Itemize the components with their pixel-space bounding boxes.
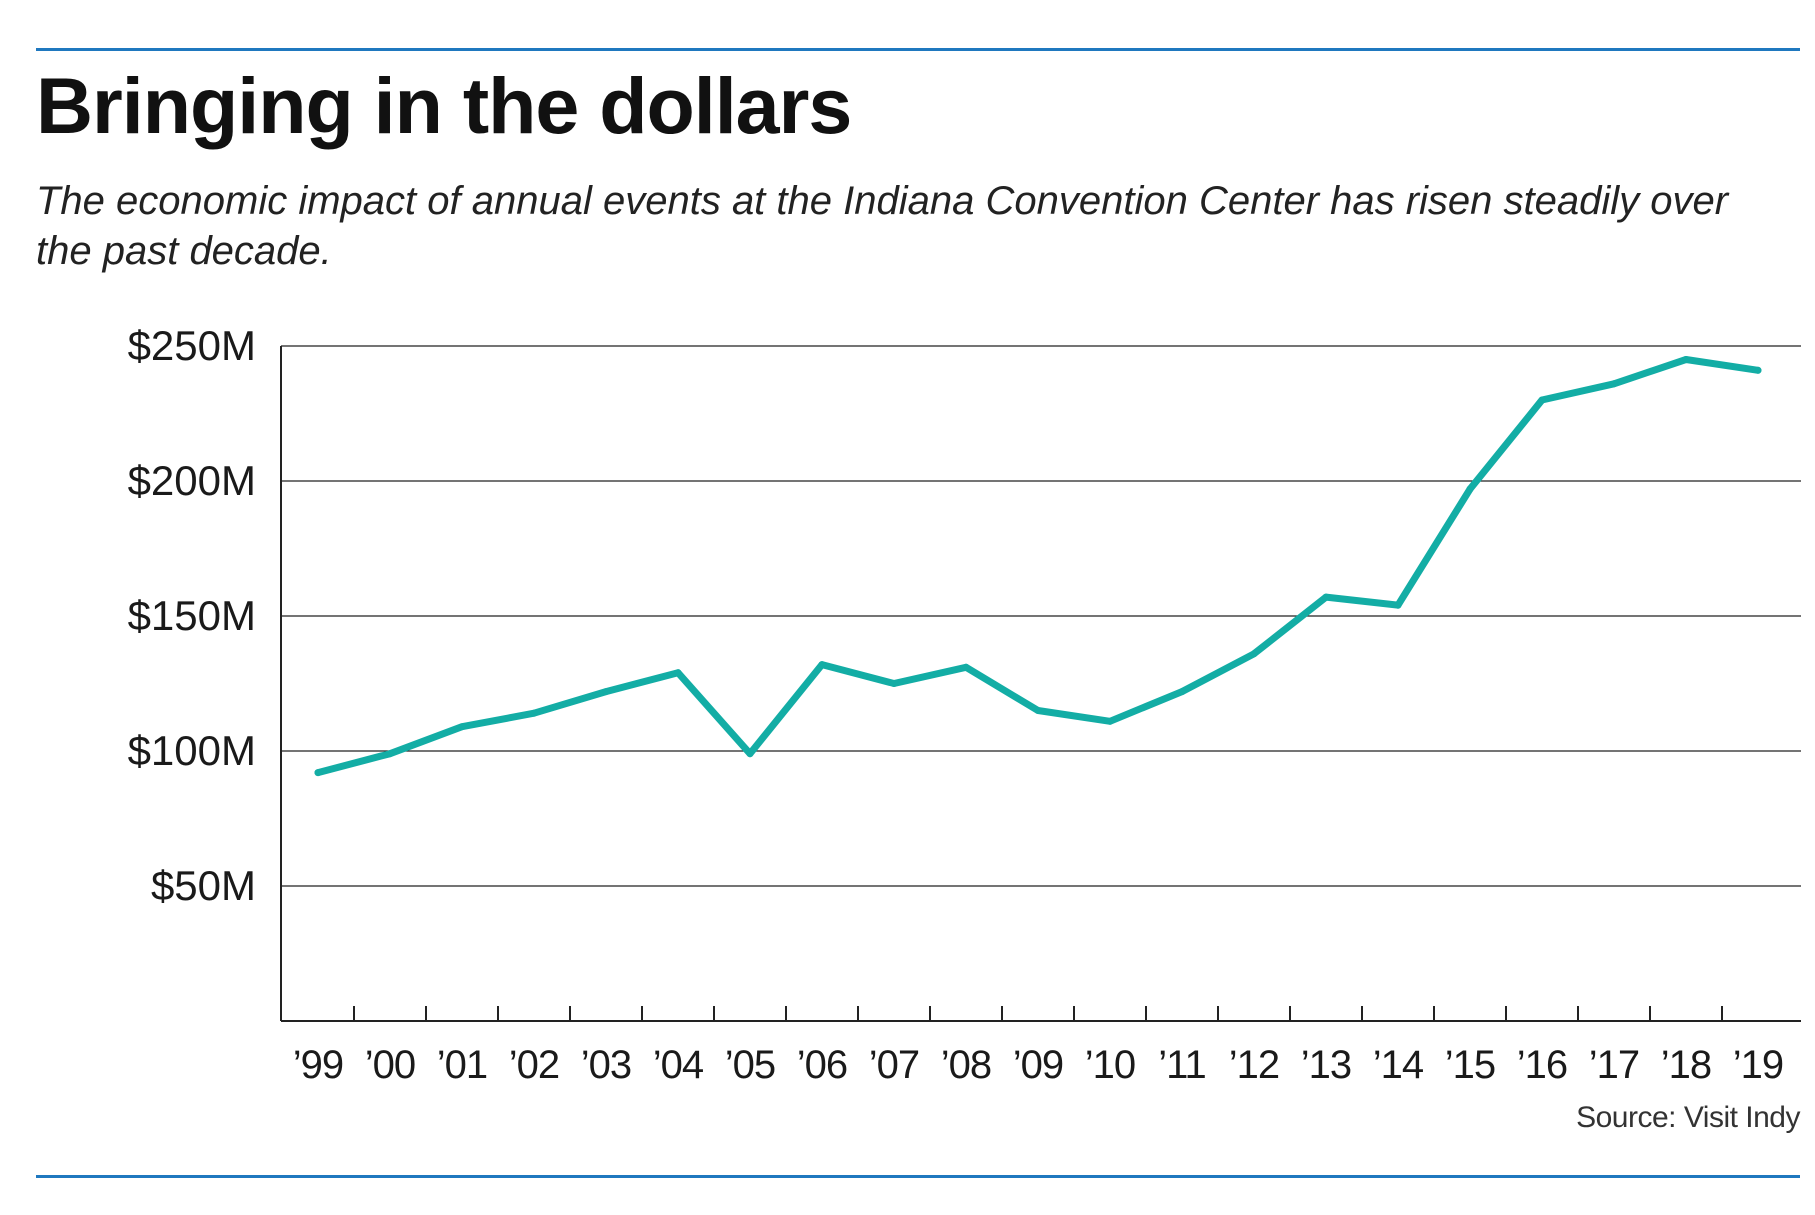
chart-title: Bringing in the dollars: [36, 61, 852, 150]
data-point: [1106, 717, 1114, 725]
data-point: [602, 688, 610, 696]
x-tick-label: ’06: [797, 1043, 847, 1087]
x-tick-label: ’14: [1373, 1043, 1424, 1087]
x-tick-label: ’18: [1661, 1043, 1711, 1087]
y-tick-label: $250M: [128, 322, 256, 369]
x-tick-label: ’17: [1589, 1043, 1639, 1087]
x-tick-label: ’09: [1013, 1043, 1063, 1087]
x-tick-label: ’13: [1301, 1043, 1351, 1087]
source-note: Source: Visit Indy: [1576, 1101, 1800, 1134]
data-point: [818, 661, 826, 669]
data-point: [1034, 707, 1042, 714]
y-tick-label: $150M: [128, 592, 256, 639]
data-point: [674, 669, 682, 677]
x-tick-label: ’10: [1085, 1043, 1135, 1087]
x-tick-label: ’01: [437, 1043, 487, 1087]
x-tick-label: ’12: [1229, 1043, 1279, 1087]
data-point: [1466, 485, 1474, 493]
data-point: [458, 723, 466, 731]
data-point: [1610, 380, 1618, 388]
top-rule: [36, 48, 1800, 51]
data-point: [1322, 593, 1330, 601]
data-point: [1682, 356, 1690, 363]
series: [314, 356, 1762, 777]
x-axis-tick-labels: ’99 ’00 ’01 ’02 ’03 ’04 ’05 ’06 ’07 ’08 ’09 ’10 ’11 ’…: [293, 1043, 1784, 1087]
data-point: [1250, 650, 1258, 658]
y-tick-label: $50M: [151, 862, 256, 909]
data-point: [314, 769, 322, 777]
x-tick-label: ’05: [725, 1043, 775, 1087]
y-tick-label: $100M: [128, 727, 256, 774]
x-tick-label: ’07: [869, 1043, 919, 1087]
x-tick-label: ’03: [581, 1043, 631, 1087]
gridlines: [281, 345, 1801, 887]
data-point: [386, 750, 394, 758]
chart-subtitle: The economic impact of annual events at …: [36, 179, 1729, 273]
x-tick-label: ’02: [509, 1043, 559, 1087]
data-point: [1394, 601, 1402, 609]
y-tick-label: $200M: [128, 457, 256, 504]
x-tick-label: ’11: [1158, 1043, 1205, 1087]
x-tick-label: ’16: [1517, 1043, 1567, 1087]
y-axis-tick-labels: $50M $100M $150M $200M $250M: [128, 322, 256, 909]
data-point: [890, 680, 898, 687]
x-tick-label: ’19: [1733, 1043, 1783, 1087]
bottom-rule: [36, 1175, 1800, 1178]
x-tick-label: ’04: [653, 1043, 704, 1087]
x-tick-label: ’99: [293, 1043, 343, 1087]
data-point: [1178, 688, 1186, 696]
x-tick-label: ’15: [1445, 1043, 1495, 1087]
data-point: [962, 663, 970, 671]
x-tick-label: ’00: [365, 1043, 415, 1087]
data-point: [1754, 366, 1762, 374]
axes: [280, 346, 1801, 1022]
data-point: [530, 709, 538, 717]
data-point: [1538, 396, 1546, 404]
data-point: [746, 750, 754, 758]
x-tick-label: ’08: [941, 1043, 991, 1087]
